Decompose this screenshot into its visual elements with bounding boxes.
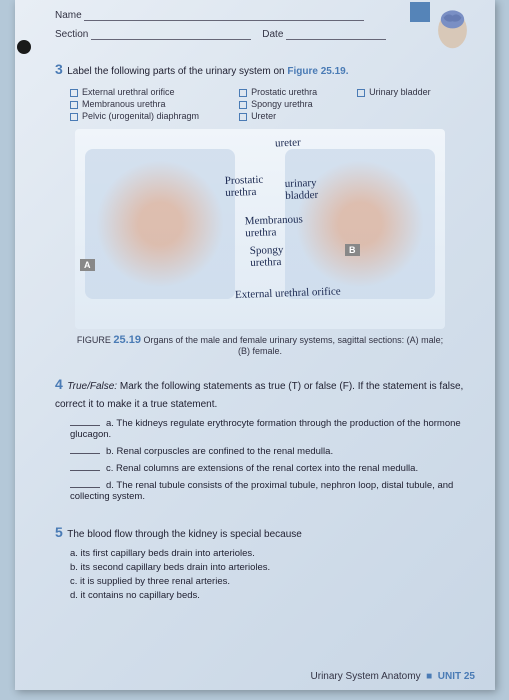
mc-option[interactable]: a. its first capillary beds drain into a…: [70, 548, 465, 559]
handwritten-spongy: Spongy urethra: [250, 243, 311, 269]
figure-caption: FIGURE 25.19 Organs of the male and fema…: [75, 334, 445, 356]
page-footer: Urinary System Anatomy ■ UNIT 25: [311, 671, 475, 682]
worksheet-page: Name Section Date 3 Label the following …: [15, 0, 495, 690]
question-4: 4 True/False: Mark the following stateme…: [15, 368, 495, 516]
figure-25-19: A B ureter Prostatic urethra urinary bla…: [75, 129, 445, 329]
checklist-col-2: Prostatic urethra Spongy urethra Ureter: [239, 85, 317, 123]
checklist-col-1: External urethral orifice Membranous ure…: [70, 85, 199, 123]
checkbox-icon[interactable]: [357, 89, 365, 97]
checkbox-icon[interactable]: [239, 113, 247, 121]
mc-option[interactable]: c. it is supplied by three renal arterie…: [70, 576, 465, 587]
footer-title: Urinary System Anatomy: [311, 671, 421, 682]
checkbox-icon[interactable]: [239, 89, 247, 97]
date-label: Date: [262, 29, 283, 40]
header: Name Section Date: [15, 0, 495, 53]
puzzle-icon: [410, 2, 430, 22]
anatomy-male-diagram: [85, 149, 235, 299]
tf-blank[interactable]: [70, 425, 100, 426]
q5-number: 5: [55, 524, 63, 540]
q4-lead: True/False:: [67, 381, 117, 392]
section-field[interactable]: [91, 30, 251, 40]
q5-prompt: The blood flow through the kidney is spe…: [67, 529, 302, 540]
q4-number: 4: [55, 376, 63, 392]
checkbox-icon[interactable]: [70, 89, 78, 97]
unit-label: UNIT: [438, 671, 461, 682]
tf-blank[interactable]: [70, 470, 100, 471]
mc-option[interactable]: d. it contains no capillary beds.: [70, 590, 465, 601]
handwritten-membranous: Membranous urethra: [245, 213, 326, 240]
q3-figure-ref: Figure 25.19.: [287, 66, 348, 77]
checkbox-icon[interactable]: [70, 101, 78, 109]
q3-prompt: Label the following parts of the urinary…: [67, 66, 284, 77]
date-field[interactable]: [286, 30, 386, 40]
tf-blank[interactable]: [70, 487, 100, 488]
handwritten-prostatic: Prostatic urethra: [225, 173, 286, 199]
badge-b: B: [345, 244, 360, 256]
name-label: Name: [55, 10, 82, 21]
name-field[interactable]: Name: [55, 10, 465, 21]
section-label: Section: [55, 29, 88, 40]
q4-prompt: Mark the following statements as true (T…: [55, 381, 463, 410]
checklist-col-3: Urinary bladder: [357, 85, 431, 123]
handwritten-urinary: urinary bladder: [285, 176, 346, 202]
badge-a: A: [80, 259, 95, 271]
handwritten-ureter: ureter: [275, 137, 301, 150]
unit-number: 25: [464, 671, 475, 682]
tf-blank[interactable]: [70, 453, 100, 454]
question-5: 5 The blood flow through the kidney is s…: [15, 516, 495, 612]
question-3: 3 Label the following parts of the urina…: [15, 53, 495, 368]
checkbox-icon[interactable]: [70, 113, 78, 121]
mc-option[interactable]: b. its second capillary beds drain into …: [70, 562, 465, 573]
section-date-row: Section Date: [55, 29, 465, 40]
footer-sep: ■: [426, 671, 432, 682]
q3-number: 3: [55, 61, 63, 77]
q4-items: a. The kidneys regulate erythrocyte form…: [70, 418, 465, 502]
checkbox-icon[interactable]: [239, 101, 247, 109]
q5-items: a. its first capillary beds drain into a…: [70, 548, 465, 601]
q3-checklist: External urethral orifice Membranous ure…: [70, 85, 465, 123]
brain-head-icon: [430, 5, 475, 50]
